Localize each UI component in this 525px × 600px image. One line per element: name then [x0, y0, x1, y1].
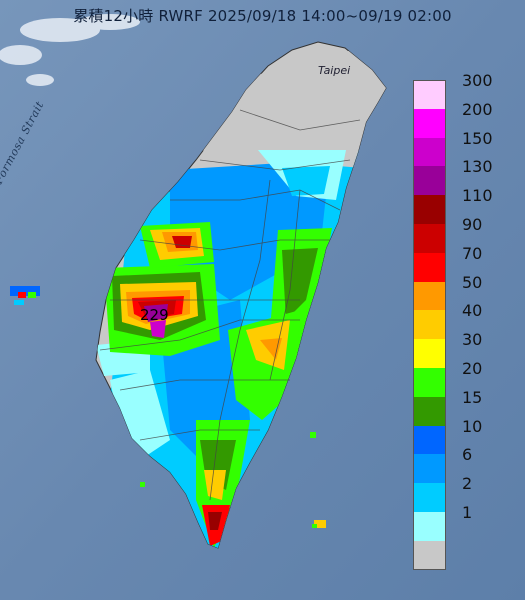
legend-row: 40	[412, 301, 522, 340]
county-borders	[99, 109, 361, 501]
legend-row: 90	[412, 215, 522, 253]
legend-row: 10	[412, 417, 522, 455]
legend-frame	[413, 80, 446, 570]
legend-label: 70	[462, 243, 483, 263]
rainfall-legend: 300 200 150 130 110 90 70 50 40 30 20 15 10 6 2 1	[412, 71, 522, 572]
legend-label: 2	[462, 474, 473, 494]
legend-swatch	[413, 80, 446, 109]
penghu-islands	[10, 286, 40, 305]
legend-swatch	[413, 195, 446, 224]
legend-swatch	[413, 166, 446, 196]
legend-row: 20	[412, 359, 522, 397]
offshore-island-southwest	[140, 482, 145, 487]
legend-row: 200	[412, 100, 522, 138]
legend-label: 20	[462, 359, 483, 378]
legend-swatch	[413, 310, 446, 340]
cloud-patches	[0, 14, 140, 86]
legend-label: 150	[462, 128, 493, 148]
legend-label: 15	[462, 387, 483, 407]
legend-label: 30	[462, 330, 483, 350]
legend-label: 300	[462, 71, 493, 90]
legend-label: 1	[462, 503, 473, 522]
legend-row: 300	[412, 71, 522, 109]
map-title: 累積12小時 RWRF 2025/09/18 14:00~09/19 02:00	[73, 7, 452, 25]
city-label-taipei: Taipei	[318, 64, 351, 77]
legend-label: 90	[462, 215, 483, 234]
offshore-islands-east	[310, 432, 326, 528]
legend-label: 10	[462, 416, 483, 436]
legend-label: 200	[462, 99, 493, 119]
legend-label: 50	[462, 272, 483, 292]
legend-swatch	[413, 137, 446, 167]
legend-swatch	[413, 108, 446, 138]
max-rainfall-label: 229	[140, 306, 169, 324]
legend-row: 110	[412, 186, 522, 224]
legend-row: 70	[412, 244, 522, 282]
legend-label: 40	[462, 301, 483, 321]
legend-label: 130	[462, 157, 493, 177]
legend-label: 110	[462, 186, 493, 206]
legend-row: 130	[412, 157, 522, 196]
legend-row: 150	[412, 129, 522, 167]
legend-label: 6	[462, 445, 473, 465]
